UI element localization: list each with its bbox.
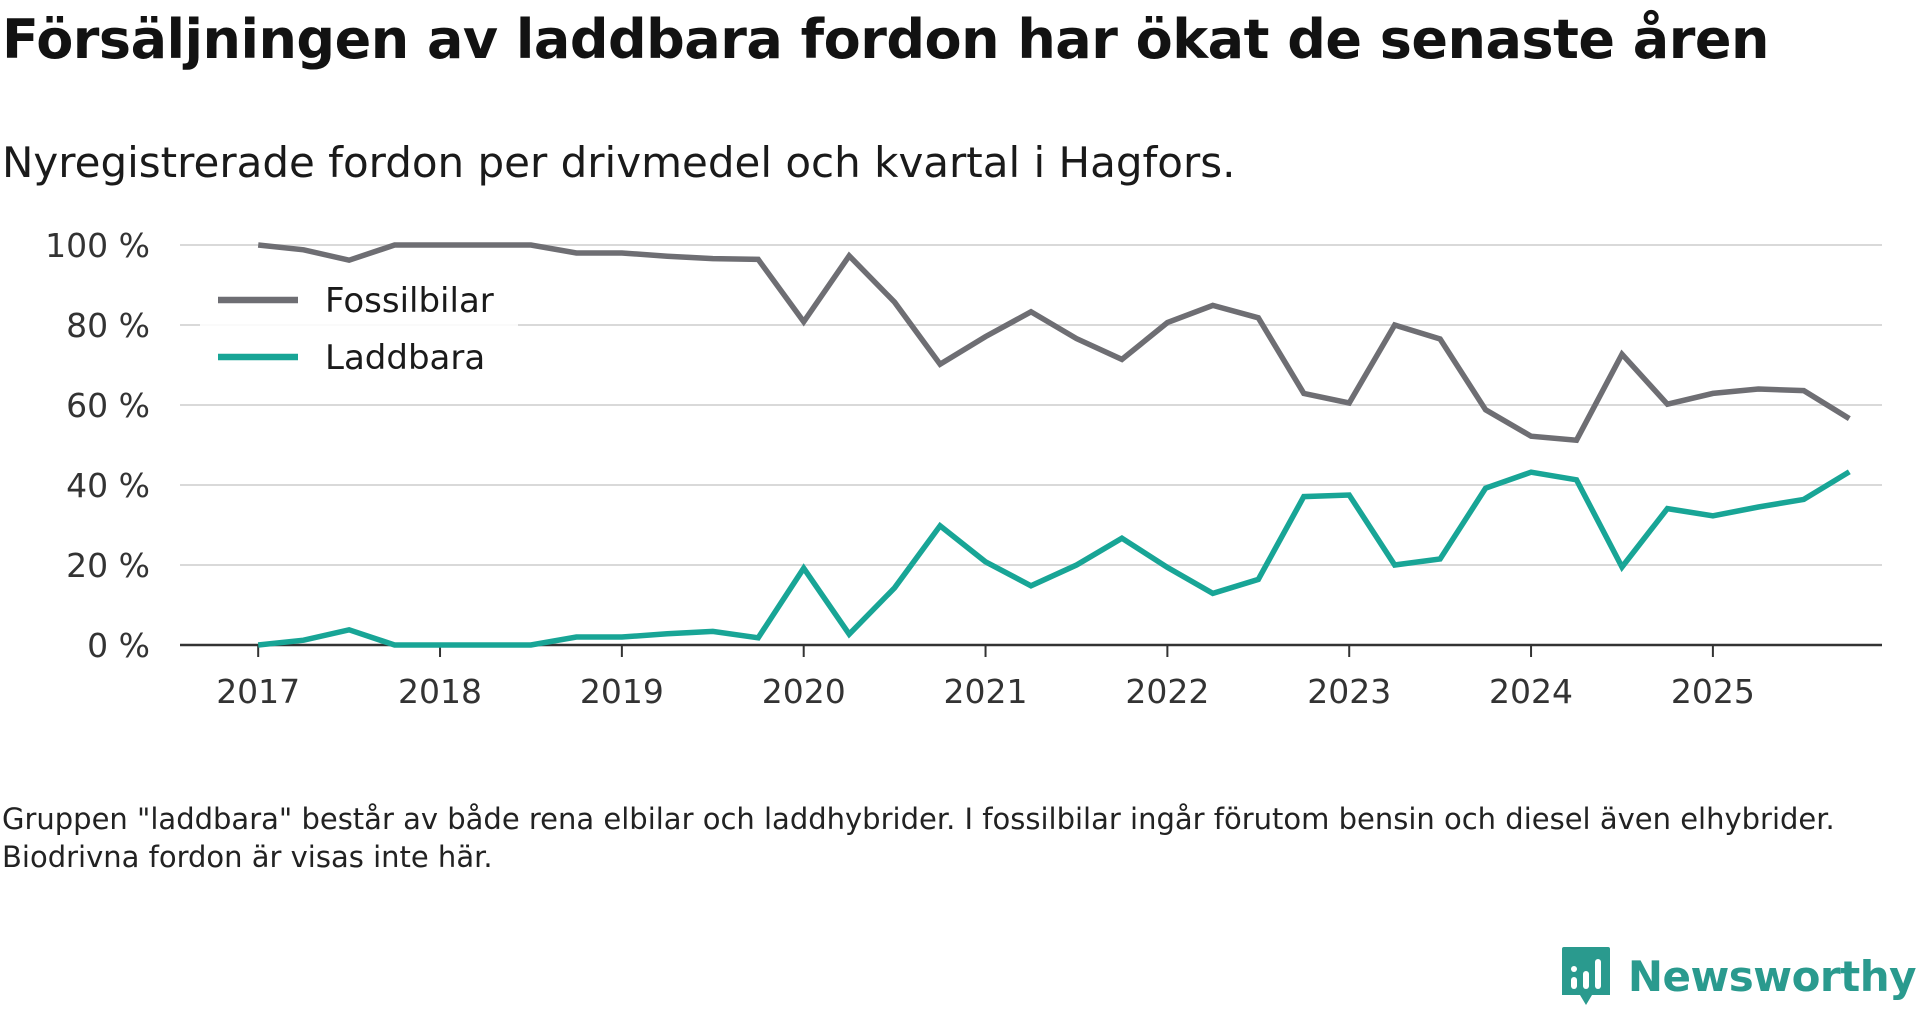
legend-label: Laddbara (325, 338, 485, 378)
y-tick-label: 80 % (66, 306, 150, 345)
x-tick-label: 2019 (580, 672, 664, 711)
chart-title: Försäljningen av laddbara fordon har öka… (2, 8, 1769, 71)
x-tick-label: 2024 (1489, 672, 1573, 711)
y-axis-ticks: 0 % 20 % 40 % 60 % 80 % 100 % (45, 226, 150, 665)
brand-name: Newsworthy (1627, 951, 1917, 1001)
x-tick-label: 2020 (762, 672, 846, 711)
y-tick-label: 100 % (45, 226, 150, 265)
x-tick-label: 2022 (1125, 672, 1209, 711)
x-tick-label: 2018 (398, 672, 482, 711)
y-tick-label: 0 % (87, 626, 150, 665)
brand-logo: Newsworthy (1560, 945, 1917, 1007)
x-tick-label: 2025 (1671, 672, 1755, 711)
series-lines (257, 242, 1851, 648)
y-tick-label: 40 % (66, 466, 150, 505)
series-line-laddbara (257, 469, 1851, 648)
x-tick-label: 2023 (1307, 672, 1391, 711)
x-axis: 2017 2018 2019 2020 2021 2022 2023 2024 2025 (180, 643, 1882, 711)
x-tick-label: 2021 (944, 672, 1028, 711)
legend-label: Fossilbilar (325, 281, 494, 321)
line-chart: 0 % 20 % 40 % 60 % 80 % 100 % 2017 2018 2019 202… (45, 226, 1882, 711)
legend-box (200, 265, 518, 395)
chart-subtitle: Nyregistrerade fordon per drivmedel och … (2, 138, 1236, 187)
chart-footnote: Gruppen "laddbara" består av både rena e… (2, 802, 1835, 874)
y-tick-label: 60 % (66, 386, 150, 425)
y-tick-label: 20 % (66, 546, 150, 585)
series-line-fossilbilar (257, 242, 1851, 444)
x-tick-label: 2017 (216, 672, 300, 711)
legend: Fossilbilar Laddbara (200, 265, 518, 395)
newsworthy-logo-icon (1561, 947, 1610, 1005)
